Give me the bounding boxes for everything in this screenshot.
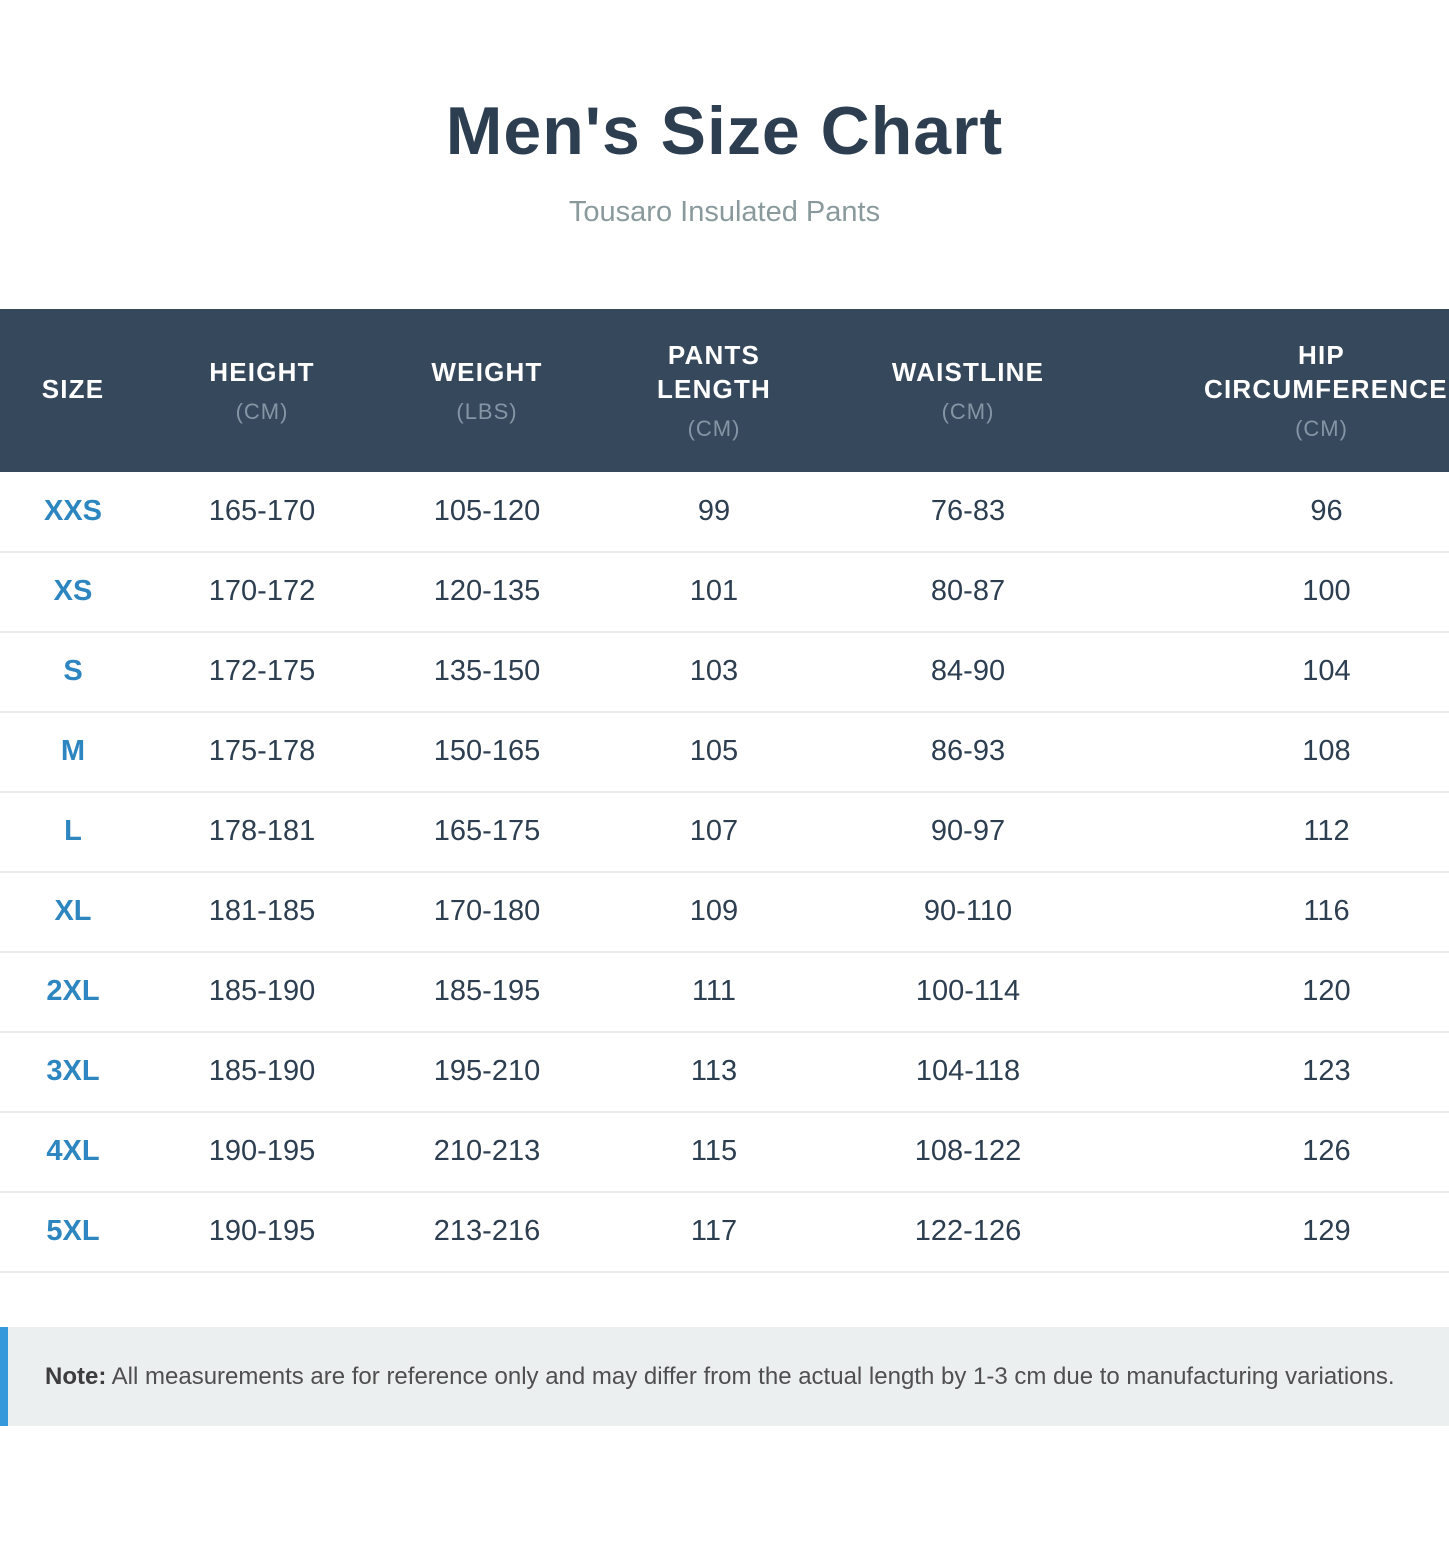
cell-hip-circumference: 112 — [1104, 791, 1449, 873]
cell-pants-length: 111 — [596, 951, 832, 1033]
table-row: 5XL 190-195 213-216 117 122-126 129 — [0, 1191, 1449, 1273]
table-row: XS 170-172 120-135 101 80-87 100 — [0, 551, 1449, 633]
table-row: M 175-178 150-165 105 86-93 108 — [0, 711, 1449, 793]
cell-height: 185-190 — [146, 1031, 378, 1113]
cell-hip-circumference: 120 — [1104, 951, 1449, 1033]
cell-waistline: 90-97 — [832, 791, 1104, 873]
cell-pants-length: 107 — [596, 791, 832, 873]
column-header-pants-length: PANTS LENGTH (CM) — [596, 309, 832, 472]
cell-waistline: 90-110 — [832, 871, 1104, 953]
cell-hip-circumference: 126 — [1104, 1111, 1449, 1193]
column-header-height: HEIGHT (CM) — [146, 309, 378, 472]
column-label: SIZE — [41, 374, 105, 405]
table-header: SIZE HEIGHT (CM) WEIGHT (LBS) PANTS LENG… — [0, 309, 1449, 472]
cell-hip-circumference: 116 — [1104, 871, 1449, 953]
table-row: XL 181-185 170-180 109 90-110 116 — [0, 871, 1449, 953]
table-row: XXS 165-170 105-120 99 76-83 96 — [0, 471, 1449, 553]
column-unit: (CM) — [235, 398, 289, 424]
column-label: PANTS LENGTH — [656, 340, 772, 404]
header-row: SIZE HEIGHT (CM) WEIGHT (LBS) PANTS LENG… — [0, 309, 1449, 472]
cell-weight: 210-213 — [378, 1111, 596, 1193]
column-header-weight: WEIGHT (LBS) — [378, 309, 596, 472]
column-label: HEIGHT — [209, 356, 315, 387]
cell-height: 178-181 — [146, 791, 378, 873]
cell-hip-circumference: 129 — [1104, 1191, 1449, 1273]
cell-height: 170-172 — [146, 551, 378, 633]
cell-hip-circumference: 104 — [1104, 631, 1449, 713]
cell-height: 185-190 — [146, 951, 378, 1033]
cell-size: XL — [0, 871, 146, 953]
cell-size: M — [0, 711, 146, 793]
table-body: XXS 165-170 105-120 99 76-83 96 XS 170-1… — [0, 471, 1449, 1273]
column-unit: (LBS) — [456, 398, 518, 424]
cell-pants-length: 99 — [596, 471, 832, 553]
cell-weight: 170-180 — [378, 871, 596, 953]
cell-hip-circumference: 100 — [1104, 551, 1449, 633]
column-unit: (CM) — [941, 398, 995, 424]
cell-hip-circumference: 96 — [1104, 471, 1449, 553]
cell-size: 4XL — [0, 1111, 146, 1193]
cell-size: S — [0, 631, 146, 713]
note-banner: Note: All measurements are for reference… — [0, 1326, 1449, 1426]
cell-hip-circumference: 108 — [1104, 711, 1449, 793]
cell-weight: 105-120 — [378, 471, 596, 553]
cell-weight: 185-195 — [378, 951, 596, 1033]
cell-weight: 165-175 — [378, 791, 596, 873]
cell-height: 175-178 — [146, 711, 378, 793]
note-label: Note: — [45, 1362, 107, 1390]
cell-waistline: 100-114 — [832, 951, 1104, 1033]
page-title: Men's Size Chart — [445, 93, 1004, 169]
column-header-hip-circumference: HIP CIRCUMFERENCE (CM) — [1104, 309, 1449, 472]
cell-size: XS — [0, 551, 146, 633]
cell-weight: 120-135 — [378, 551, 596, 633]
cell-waistline: 80-87 — [832, 551, 1104, 633]
size-chart-table: SIZE HEIGHT (CM) WEIGHT (LBS) PANTS LENG… — [0, 309, 1449, 1273]
column-label: HIP CIRCUMFERENCE — [1204, 340, 1448, 404]
column-unit: (CM) — [687, 415, 741, 441]
cell-weight: 135-150 — [378, 631, 596, 713]
cell-waistline: 108-122 — [832, 1111, 1104, 1193]
cell-size: 3XL — [0, 1031, 146, 1113]
cell-hip-circumference: 123 — [1104, 1031, 1449, 1113]
cell-height: 190-195 — [146, 1111, 378, 1193]
table-row: S 172-175 135-150 103 84-90 104 — [0, 631, 1449, 713]
cell-pants-length: 115 — [596, 1111, 832, 1193]
table-row: 4XL 190-195 210-213 115 108-122 126 — [0, 1111, 1449, 1193]
cell-waistline: 86-93 — [832, 711, 1104, 793]
cell-waistline: 84-90 — [832, 631, 1104, 713]
cell-size: 2XL — [0, 951, 146, 1033]
column-label: WEIGHT — [431, 356, 543, 387]
cell-pants-length: 109 — [596, 871, 832, 953]
cell-size: L — [0, 791, 146, 873]
cell-height: 172-175 — [146, 631, 378, 713]
column-header-waistline: WAISTLINE (CM) — [832, 309, 1104, 472]
cell-pants-length: 113 — [596, 1031, 832, 1113]
cell-waistline: 104-118 — [832, 1031, 1104, 1113]
cell-pants-length: 103 — [596, 631, 832, 713]
cell-size: 5XL — [0, 1191, 146, 1273]
cell-height: 190-195 — [146, 1191, 378, 1273]
table-row: 3XL 185-190 195-210 113 104-118 123 — [0, 1031, 1449, 1113]
cell-pants-length: 101 — [596, 551, 832, 633]
cell-waistline: 76-83 — [832, 471, 1104, 553]
column-unit: (CM) — [1295, 415, 1348, 441]
cell-pants-length: 117 — [596, 1191, 832, 1273]
cell-weight: 195-210 — [378, 1031, 596, 1113]
page-subtitle: Tousaro Insulated Pants — [568, 196, 881, 228]
cell-size: XXS — [0, 471, 146, 553]
cell-weight: 150-165 — [378, 711, 596, 793]
cell-pants-length: 105 — [596, 711, 832, 793]
cell-height: 165-170 — [146, 471, 378, 553]
note-text: All measurements are for reference only … — [106, 1362, 1395, 1390]
column-header-size: SIZE — [0, 309, 146, 472]
table-row: L 178-181 165-175 107 90-97 112 — [0, 791, 1449, 873]
cell-weight: 213-216 — [378, 1191, 596, 1273]
table-row: 2XL 185-190 185-195 111 100-114 120 — [0, 951, 1449, 1033]
cell-waistline: 122-126 — [832, 1191, 1104, 1273]
cell-height: 181-185 — [146, 871, 378, 953]
column-label: WAISTLINE — [891, 356, 1045, 387]
